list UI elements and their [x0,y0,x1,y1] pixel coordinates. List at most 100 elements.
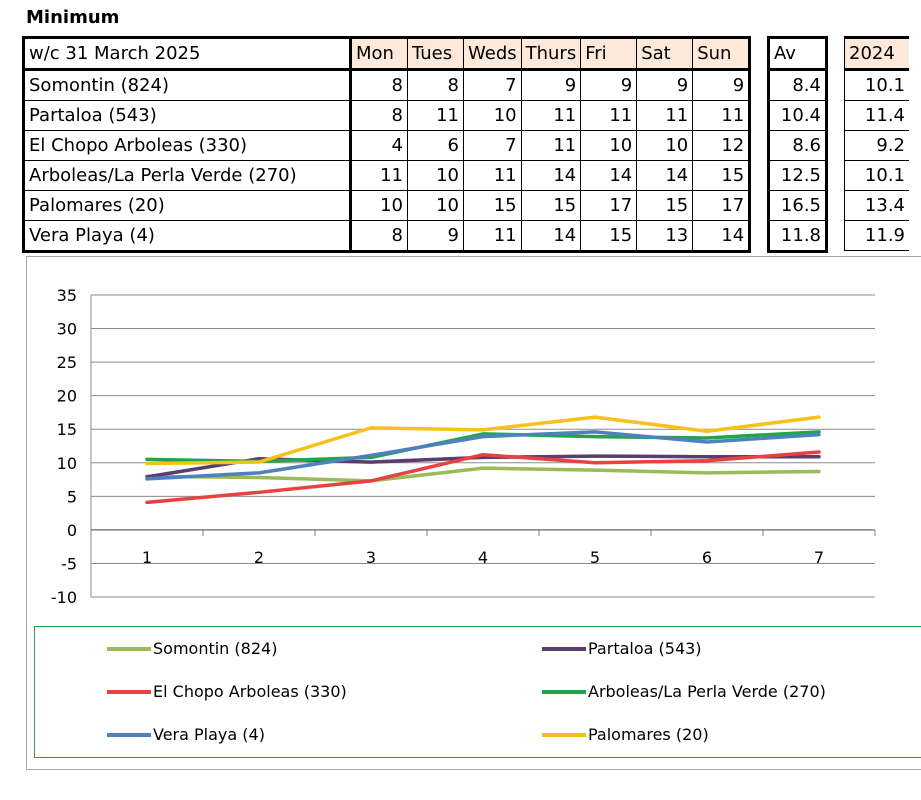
temperature-cell: 11 [520,100,582,131]
previous-year-cell: 9.2 [844,130,909,161]
legend-swatch [542,689,586,694]
temperature-cell: 14 [692,220,752,253]
table-header-row: w/c 31 March 2025 Mon Tues Weds Thurs Fri Sat S… [22,36,752,71]
temperature-cell: 11 [350,160,408,191]
legend-label: Somontin (824) [153,639,278,658]
location-name: Partaloa (543) [22,100,352,131]
legend-swatch [107,646,151,651]
y-tick-label: 10 [57,454,77,473]
y-tick-label: 5 [67,487,77,506]
legend-swatch [107,689,151,694]
temperature-cell: 9 [520,69,582,101]
temperature-cell: 9 [692,69,752,101]
temperature-cell: 14 [580,160,638,191]
temperature-cell: 7 [463,130,522,161]
series-line [145,450,821,505]
temperature-cell: 17 [580,190,638,221]
temperature-cell: 17 [692,190,752,221]
temperature-cell: 14 [520,220,582,253]
day-header: Weds [463,36,522,71]
temperature-cell: 11 [407,100,464,131]
temperature-cell: 8 [350,220,408,253]
temperature-cell: 11 [580,100,638,131]
week-label: w/c 31 March 2025 [22,36,352,71]
temperature-cell: 10 [350,190,408,221]
average-cell: 11.8 [767,220,828,253]
day-header: Sun [692,36,752,71]
temperature-cell: 9 [580,69,638,101]
previous-year-cell: 10.1 [844,160,909,191]
average-cell: 10.4 [767,100,828,131]
legend-item: Palomares (20) [542,725,709,744]
average-cell: 12.5 [767,160,828,191]
location-name: Somontin (824) [22,69,352,101]
average-cell: 16.5 [767,190,828,221]
legend-label: Palomares (20) [588,725,709,744]
temperature-cell: 14 [636,160,694,191]
x-tick-label: 7 [814,548,824,567]
chart-legend: Somontin (824) Partaloa (543) El Chopo Arb… [34,626,921,758]
temperature-cell: 15 [636,190,694,221]
year-header: 2024 [844,36,909,71]
temperature-cell: 4 [350,130,408,161]
x-tick-label: 6 [702,548,712,567]
day-header: Sat [636,36,694,71]
temperature-cell: 11 [636,100,694,131]
page-title: Minimum [26,7,120,28]
series-line [145,466,821,483]
temperature-cell: 8 [350,69,408,101]
legend-item: El Chopo Arboleas (330) [107,682,347,701]
legend-swatch [542,732,586,737]
day-header: Mon [350,36,408,71]
legend-label: Partaloa (543) [588,639,702,658]
y-tick-label: 30 [57,320,77,339]
x-tick-label: 5 [590,548,600,567]
y-tick-label: 15 [57,420,77,439]
temperature-cell: 11 [692,100,752,131]
table-row: Palomares (20) 10 10 15 15 17 15 17 [22,190,752,221]
average-cell: 8.4 [767,69,828,101]
day-header: Fri [580,36,638,71]
table-row: Arboleas/La Perla Verde (270) 11 10 11 14 14 1… [22,160,752,191]
temperature-cell: 12 [692,130,752,161]
legend-swatch [107,732,151,737]
location-name: Palomares (20) [22,190,352,221]
temperature-cell: 6 [407,130,464,161]
chart-area: -10 -5 0 5 10 15 20 25 30 35 1 2 3 4 5 6 7 [26,256,921,770]
temperature-cell: 10 [407,190,464,221]
temperature-cell: 11 [463,160,522,191]
legend-item: Arboleas/La Perla Verde (270) [542,682,826,701]
temperature-cell: 7 [463,69,522,101]
day-header: Thurs [520,36,582,71]
legend-item: Somontin (824) [107,639,277,658]
temperature-cell: 10 [580,130,638,161]
y-tick-label: -5 [61,554,77,573]
location-name: Vera Playa (4) [22,220,352,253]
y-tick-label: 25 [57,353,77,372]
y-tick-label: 20 [57,387,77,406]
legend-label: El Chopo Arboleas (330) [153,682,347,701]
legend-item: Partaloa (543) [542,639,702,658]
location-name: Arboleas/La Perla Verde (270) [22,160,352,191]
temperature-cell: 11 [463,220,522,253]
temperature-cell: 13 [636,220,694,253]
previous-year-cell: 10.1 [844,69,909,101]
temperature-cell: 8 [350,100,408,131]
previous-year-table: 2024 10.1 11.4 9.2 10.1 13.4 11.9 [844,36,909,251]
previous-year-cell: 13.4 [844,190,909,221]
series-line [145,454,821,479]
temperature-cell: 10 [463,100,522,131]
temperature-cell: 11 [520,130,582,161]
x-tick-label: 2 [254,548,264,567]
previous-year-cell: 11.9 [844,220,909,251]
temperature-cell: 10 [407,160,464,191]
x-tick-label: 1 [142,548,152,567]
table-row: Vera Playa (4) 8 9 11 14 15 13 14 [22,220,752,253]
x-tick-label: 4 [478,548,488,567]
line-chart: -10 -5 0 5 10 15 20 25 30 35 1 2 3 4 5 6 7 [51,286,876,607]
legend-label: Vera Playa (4) [153,725,265,744]
y-tick-label: -10 [51,588,77,607]
y-tick-label: 35 [57,286,77,305]
average-header: Av [767,36,828,71]
average-cell: 8.6 [767,130,828,161]
